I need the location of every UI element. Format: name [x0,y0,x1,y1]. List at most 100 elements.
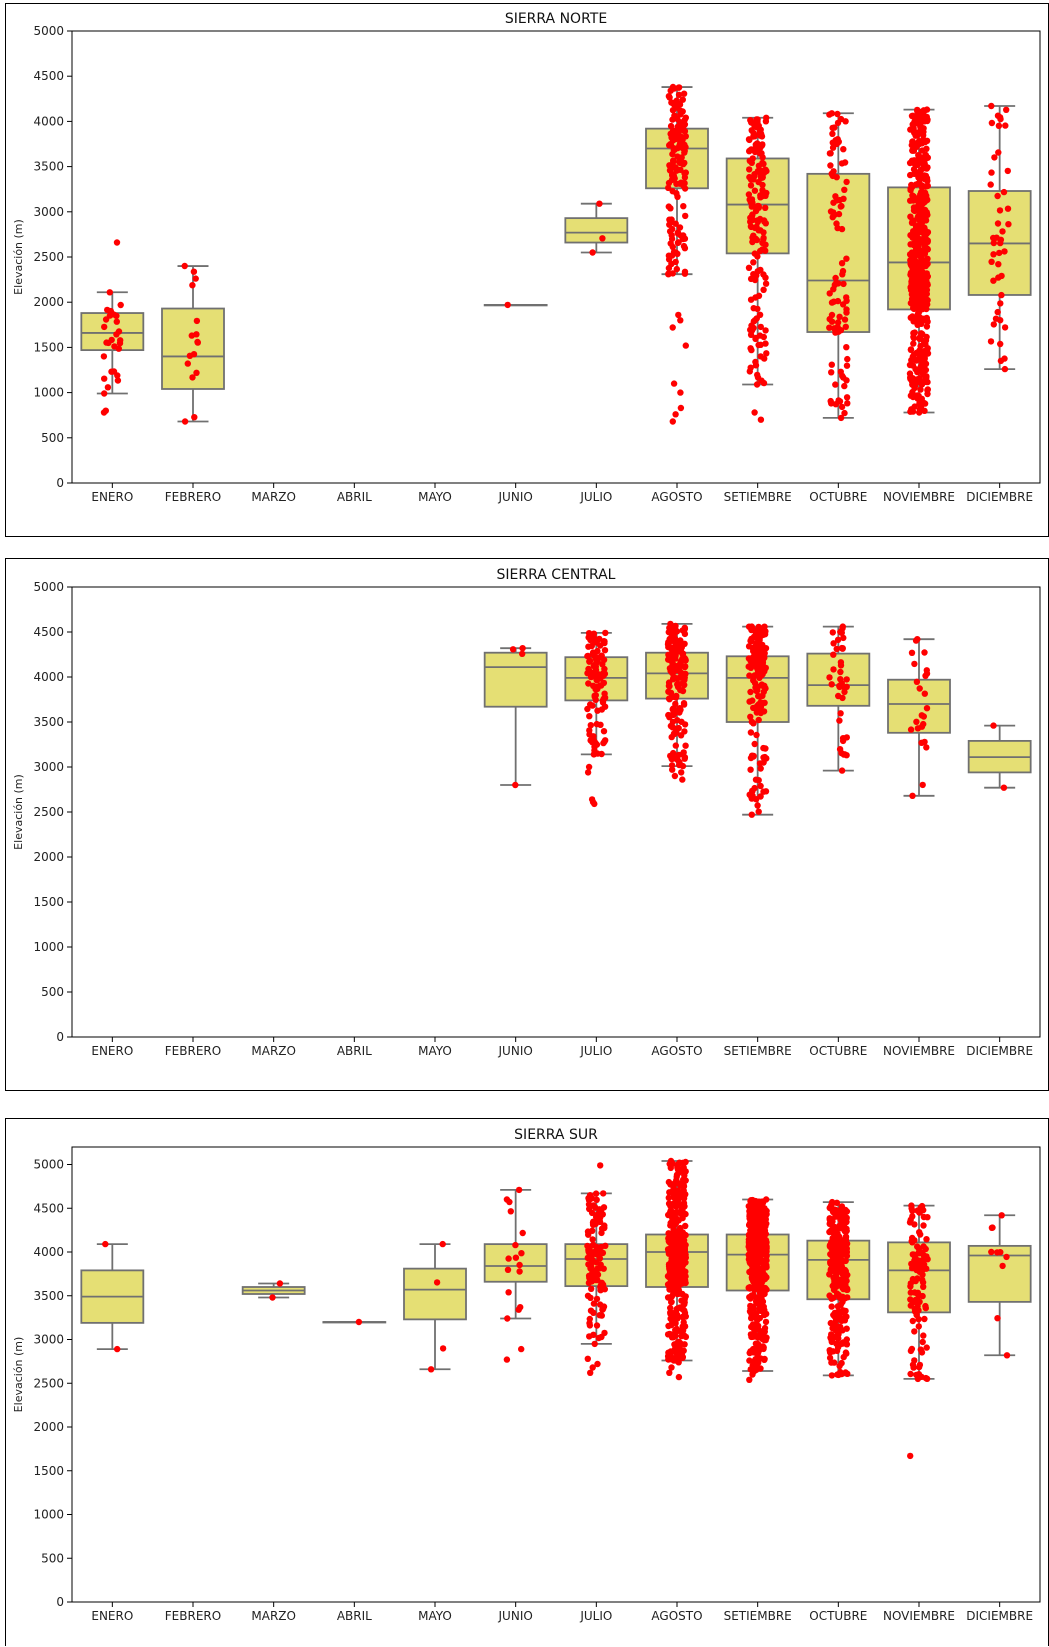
data-point [910,1298,917,1306]
data-point [673,265,680,273]
data-point [838,767,846,774]
data-point [601,638,608,645]
data-point [921,690,928,697]
data-point [828,361,835,368]
data-point [680,700,688,707]
plot-frame [71,586,1041,1038]
data-point [677,404,685,412]
data-point [750,259,757,266]
x-tick-label: ABRIL [337,1609,372,1623]
data-point [837,1370,844,1378]
data-point [912,637,920,644]
data-point [914,259,921,266]
data-point [751,187,759,194]
data-point [681,235,689,242]
data-point [839,301,847,308]
data-point [918,182,926,189]
data-point [682,1273,689,1280]
data-point [908,649,916,656]
data-point [753,381,761,388]
y-tick-label: 3500 [33,715,64,729]
data-point [100,409,108,416]
data-point [914,129,921,137]
data-point [594,1271,602,1278]
data-point [675,680,682,688]
data-point [679,1354,686,1361]
data-point [598,1243,605,1251]
data-point [674,239,682,247]
data-point [913,357,920,364]
data-point [276,1280,284,1287]
data-point [757,353,764,360]
data-point [829,1325,836,1332]
x-tick-label: NOVIEMBRE [883,1609,955,1623]
data-point [669,270,676,277]
data-point [668,1298,675,1306]
data-point [913,1371,920,1379]
data-point [679,687,686,694]
data-point [181,418,189,425]
data-point [427,1366,435,1373]
data-point [745,1240,753,1248]
data-point [921,160,928,167]
data-point [111,343,118,350]
data-point [998,1212,1005,1219]
data-point [666,1233,673,1240]
data-point [759,1268,766,1275]
data-point [915,392,922,400]
data-point [917,124,924,131]
data-point [997,239,1004,247]
data-point [189,374,196,381]
data-point [751,171,758,178]
data-point [843,1252,851,1260]
y-axis-label: Elevación (m) [12,219,25,295]
data-point [747,688,754,696]
data-point [507,1208,514,1215]
y-tick-label: 5000 [33,1158,64,1172]
y-tick-label: 4000 [33,114,64,128]
data-point [760,236,767,243]
x-tick-label: AGOSTO [651,490,702,504]
data-point [758,150,765,157]
data-point [908,378,916,385]
data-point [920,713,927,720]
data-point [839,372,846,380]
data-point [598,1249,605,1256]
box-enero [80,1240,145,1353]
data-point [746,1235,753,1242]
data-point [669,324,676,331]
data-point [676,1255,683,1262]
data-point [1003,106,1010,114]
data-point [745,643,753,650]
data-point [674,1166,682,1173]
data-point [828,1303,835,1310]
data-point [923,1236,930,1243]
data-point [672,700,679,708]
y-tick-label: 4500 [33,69,64,83]
data-point [676,709,683,716]
data-point [666,94,673,101]
data-point [598,652,605,659]
data-point [830,199,837,206]
data-point [757,1247,764,1255]
data-point [921,286,928,293]
data-point [747,664,755,671]
data-point [748,718,755,725]
data-point [680,90,688,97]
data-point [516,1268,523,1275]
data-point [756,311,764,318]
data-point [914,1243,921,1250]
data-point [760,788,767,795]
data-point [835,210,843,218]
data-point [921,250,928,257]
data-point [746,166,753,173]
data-point [921,351,928,358]
data-point [843,344,850,351]
data-point [749,787,756,795]
data-point [997,340,1004,348]
data-point [749,1371,756,1378]
data-point [671,730,678,738]
data-point [830,640,837,647]
data-point [676,180,683,187]
data-point [752,1283,759,1290]
